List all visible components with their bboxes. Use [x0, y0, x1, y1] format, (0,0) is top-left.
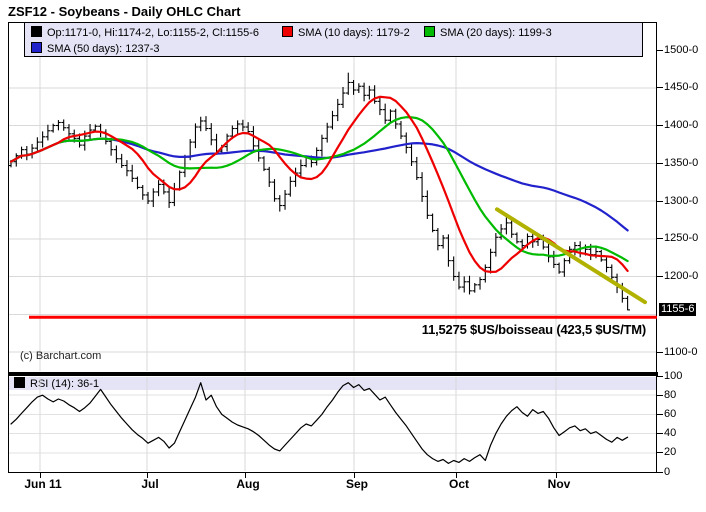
price-tick	[657, 276, 663, 277]
price-tick-label: 1100-0	[664, 346, 698, 358]
sma20-line	[9, 116, 629, 263]
last-price-badge: 1155-6	[659, 303, 697, 316]
rsi-tick-label: 60	[664, 408, 677, 420]
legend-item-sma50: SMA (50 days): 1237-3	[31, 41, 160, 57]
month-label: Jun 11	[24, 477, 62, 491]
ohlc-bars	[8, 72, 630, 311]
rsi-tick-label: 100	[664, 370, 683, 382]
legend-item-sma10: SMA (10 days): 1179-2	[282, 25, 410, 41]
price-tick-label: 1400-0	[664, 119, 699, 131]
month-label: Jul	[141, 477, 159, 491]
price-tick	[657, 125, 663, 126]
rsi-tick	[657, 433, 663, 434]
price-tick	[657, 201, 663, 202]
sma10-line	[9, 95, 629, 273]
rsi-tick	[657, 395, 663, 396]
price-tick	[657, 352, 663, 353]
rsi-tick-label: 20	[664, 446, 677, 458]
price-tick-label: 1200-0	[664, 270, 699, 282]
month-label: Aug	[236, 477, 260, 491]
chart-legend: Op:1171-0, Hi:1174-2, Lo:1155-2, Cl:1155…	[24, 22, 643, 57]
month-tick	[556, 473, 557, 478]
rsi-line	[10, 382, 629, 464]
rsi-swatch	[14, 377, 25, 388]
rsi-legend: RSI (14): 36-1	[9, 377, 656, 390]
rsi-tick	[657, 414, 663, 415]
rsi-tick	[657, 472, 663, 473]
month-tick	[147, 473, 148, 478]
price-tick	[657, 238, 663, 239]
copyright-text: (c) Barchart.com	[20, 350, 102, 362]
rsi-tick	[657, 376, 663, 377]
month-tick	[456, 473, 457, 478]
month-label: Sep	[345, 477, 369, 491]
price-tick	[657, 87, 663, 88]
rsi-tick-label: 80	[664, 389, 677, 401]
support-level-annotation: 11,5275 $US/boisseau (423,5 $US/TM)	[421, 322, 646, 337]
sma50-line	[9, 137, 629, 232]
price-tick-label: 1450-0	[664, 81, 699, 93]
legend-item-ohlc: Op:1171-0, Hi:1174-2, Lo:1155-2, Cl:1155…	[31, 25, 259, 41]
rsi-tick	[657, 452, 663, 453]
month-tick	[245, 473, 246, 478]
price-tick-label: 1300-0	[664, 195, 699, 207]
rsi-panel	[8, 376, 657, 472]
legend-sma10-label: SMA (10 days): 1179-2	[298, 27, 410, 39]
month-tick	[40, 473, 41, 478]
rsi-legend-label: RSI (14): 36-1	[30, 378, 100, 390]
trend-line	[495, 207, 647, 305]
ohlc-swatch	[31, 26, 42, 37]
price-tick	[657, 50, 663, 51]
rsi-tick-label: 40	[664, 427, 677, 439]
price-tick-label: 1250-0	[664, 232, 699, 244]
legend-item-sma20: SMA (20 days): 1199-3	[424, 25, 552, 41]
rsi-tick-label: 0	[664, 466, 671, 478]
legend-ohlc-label: Op:1171-0, Hi:1174-2, Lo:1155-2, Cl:1155…	[47, 27, 259, 39]
price-chart-area	[8, 22, 657, 372]
sma10-swatch	[282, 26, 293, 37]
chart-title: ZSF12 - Soybeans - Daily OHLC Chart	[8, 4, 241, 19]
month-label: Nov	[547, 477, 571, 491]
month-tick	[354, 473, 355, 478]
price-chart-canvas	[8, 23, 657, 371]
price-tick-label: 1500-0	[664, 44, 699, 56]
legend-sma20-label: SMA (20 days): 1199-3	[440, 27, 552, 39]
rsi-canvas	[9, 377, 656, 471]
price-tick-label: 1350-0	[664, 157, 699, 169]
month-label: Oct	[448, 477, 470, 491]
date-axis	[8, 472, 658, 473]
legend-sma50-label: SMA (50 days): 1237-3	[47, 43, 160, 55]
sma50-swatch	[31, 42, 42, 53]
panel-divider	[8, 372, 658, 376]
price-tick	[657, 163, 663, 164]
sma20-swatch	[424, 26, 435, 37]
